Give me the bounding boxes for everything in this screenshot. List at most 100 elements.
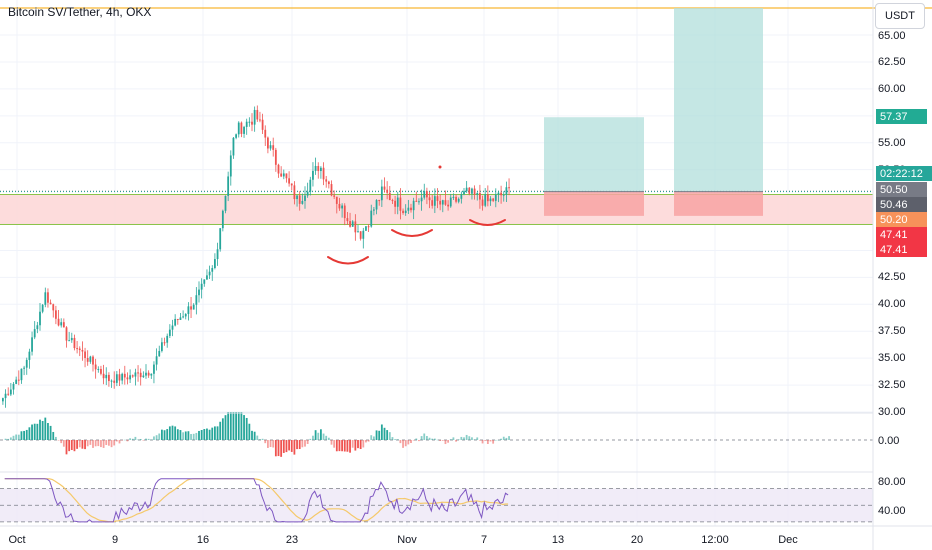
candle-body [134,372,137,377]
annotation-arc[interactable] [391,229,433,237]
histogram-bar [147,438,150,440]
candle-body [12,383,15,390]
candle-body [314,165,317,171]
long-position-2-target-zone[interactable] [674,8,763,192]
histogram-bar [410,440,412,444]
histogram-bar [179,430,182,440]
candle-body [494,194,497,201]
histogram-bar [447,440,449,443]
price-axis-label: 65.00 [878,30,906,42]
candle-body [304,195,306,201]
candle-body [39,311,41,326]
candle-body [460,194,463,199]
histogram-bar [351,440,354,448]
candle-body [457,198,460,202]
candle-body [251,121,253,125]
candle-body [399,197,402,211]
histogram-bar [500,438,502,440]
histogram-bar [44,417,47,440]
annotation-arc[interactable] [327,256,369,265]
histogram-bar [465,434,468,440]
histogram-bar [57,440,60,441]
candle-body [232,137,235,156]
candle-body [52,304,55,311]
histogram-bar [508,436,510,440]
annotation-dot [438,165,442,169]
histogram-bar [235,412,237,440]
long-position-2-stop-zone[interactable] [674,191,763,216]
long-position-target-zone[interactable] [544,117,644,192]
price-axis-label: 62.50 [878,56,906,68]
histogram-bar [134,436,137,440]
histogram-bar [105,440,108,446]
time-axis-label: 9 [112,534,118,546]
candle-body [137,372,139,374]
histogram-bar [320,429,322,440]
candle-body [73,337,76,349]
candle-body [2,398,4,402]
histogram-bar [232,412,235,440]
candle-body [221,210,224,229]
annotation-arc[interactable] [469,219,506,226]
histogram-bar [288,440,290,451]
histogram-bar [330,440,333,445]
histogram-bar [245,417,248,440]
currency-button[interactable]: USDT [875,3,925,29]
candle-body [214,259,216,269]
histogram-bar [471,437,473,440]
candle-body [465,187,468,192]
support-price-tag: 47.41 [876,242,927,257]
histogram-bar [229,412,232,440]
histogram-bar [237,412,240,440]
candle-body [473,188,476,195]
histogram-bar [452,437,455,440]
symbol-title[interactable]: Bitcoin SV/Tether, 4h, OKX [8,5,152,19]
histogram-bar [33,423,36,440]
candle-body [198,289,200,296]
candle-body [293,185,296,200]
price-axis-label: 60.00 [878,83,906,95]
candle-body [269,145,272,149]
histogram-bar [195,432,198,440]
candle-body [420,197,423,202]
histogram-bar [341,440,343,452]
time-axis-label: 13 [552,534,564,546]
rsi-axis-label: 40.00 [878,505,906,517]
candle-body [426,191,428,198]
time-axis-label: 20 [631,534,643,546]
candle-body [78,348,81,350]
candle-body [370,210,373,227]
histogram-bar [248,423,251,440]
candle-body [208,271,211,276]
candle-body [68,340,71,342]
candle-body [108,374,110,382]
histogram-bar [182,432,184,440]
long-position-stop-zone[interactable] [544,191,644,216]
histogram-bar [343,440,346,452]
candle-body [49,302,52,305]
candle-body [335,196,338,204]
candle-body [145,372,147,376]
candle-body [396,197,399,207]
histogram-bar [423,433,426,440]
histogram-bar [280,440,283,457]
histogram-bar [349,440,351,453]
histogram-bar [115,440,118,442]
histogram-bar [89,440,92,445]
time-axis-label: 16 [197,534,209,546]
candle-body [444,200,447,205]
candle-body [206,275,208,280]
candle-body [118,374,121,381]
candle-body [277,164,280,174]
histogram-bar [346,440,349,452]
histogram-bar [407,440,410,445]
candle-body [423,191,426,198]
histogram-bar [457,439,460,440]
candle-body [492,198,495,201]
candle-body [142,375,145,378]
histogram-bar [325,435,328,440]
candle-body [298,195,301,204]
histogram-bar [214,426,216,440]
candle-body [433,196,436,206]
